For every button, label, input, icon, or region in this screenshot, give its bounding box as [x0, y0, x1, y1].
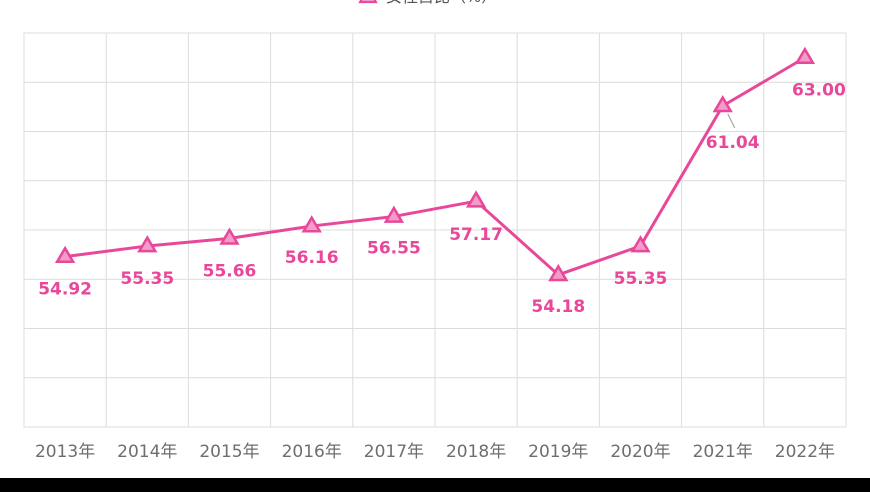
data-label: 54.18 — [531, 297, 585, 317]
x-tick-label: 2017年 — [364, 442, 424, 462]
data-point-marker — [548, 263, 569, 282]
x-axis-ticks: 2013年 2014年 2015年 2016年 2017年 2018年 2019年 2020年… — [35, 442, 835, 462]
x-tick-label: 2015年 — [199, 442, 259, 462]
legend-label: 女性占比（%） — [386, 0, 497, 6]
data-label: 55.35 — [120, 269, 174, 289]
series-women-share — [54, 46, 816, 282]
x-tick-label: 2013年 — [35, 442, 95, 462]
data-label: 61.04 — [706, 133, 760, 153]
data-label: 55.35 — [614, 269, 668, 289]
data-point-marker — [383, 205, 405, 223]
series-line — [64, 56, 806, 277]
x-tick-label: 2016年 — [282, 442, 342, 462]
line-chart: 女性占比（%） 54.9255.3555.6656.1656.5557.1754… — [23, 0, 847, 462]
data-point-marker — [54, 245, 76, 264]
legend: 女性占比（%） — [358, 0, 497, 6]
data-labels: 54.92 55.35 55.66 56.16 56.55 57.17 54.18 55.35… — [38, 81, 846, 317]
x-tick-label: 2019年 — [528, 442, 588, 462]
x-tick-label: 2018年 — [446, 442, 506, 462]
data-point-marker — [301, 215, 322, 233]
data-label: 57.17 — [449, 225, 503, 245]
legend-marker-triangle-icon — [358, 0, 378, 4]
data-label: 56.16 — [285, 248, 339, 268]
data-label: 56.55 — [367, 238, 421, 258]
x-tick-label: 2021年 — [693, 442, 753, 462]
data-point-marker — [465, 190, 487, 208]
x-tick-label: 2020年 — [610, 442, 670, 462]
data-label-leader-line — [727, 113, 736, 129]
data-point-marker — [219, 227, 240, 245]
x-tick-label: 2022年 — [775, 442, 835, 462]
data-point-marker — [630, 235, 651, 253]
data-point-marker — [794, 46, 816, 65]
data-label: 54.92 — [38, 280, 92, 300]
data-label: 55.66 — [203, 261, 257, 281]
data-point-marker — [137, 235, 158, 253]
chart-panel: 女性占比（%） 54.9255.3555.6656.1656.5557.1754… — [0, 0, 870, 478]
x-tick-label: 2014年 — [117, 442, 177, 462]
data-label: 63.00 — [792, 81, 846, 101]
plot-grid — [23, 32, 847, 428]
data-point-marker — [712, 94, 733, 113]
